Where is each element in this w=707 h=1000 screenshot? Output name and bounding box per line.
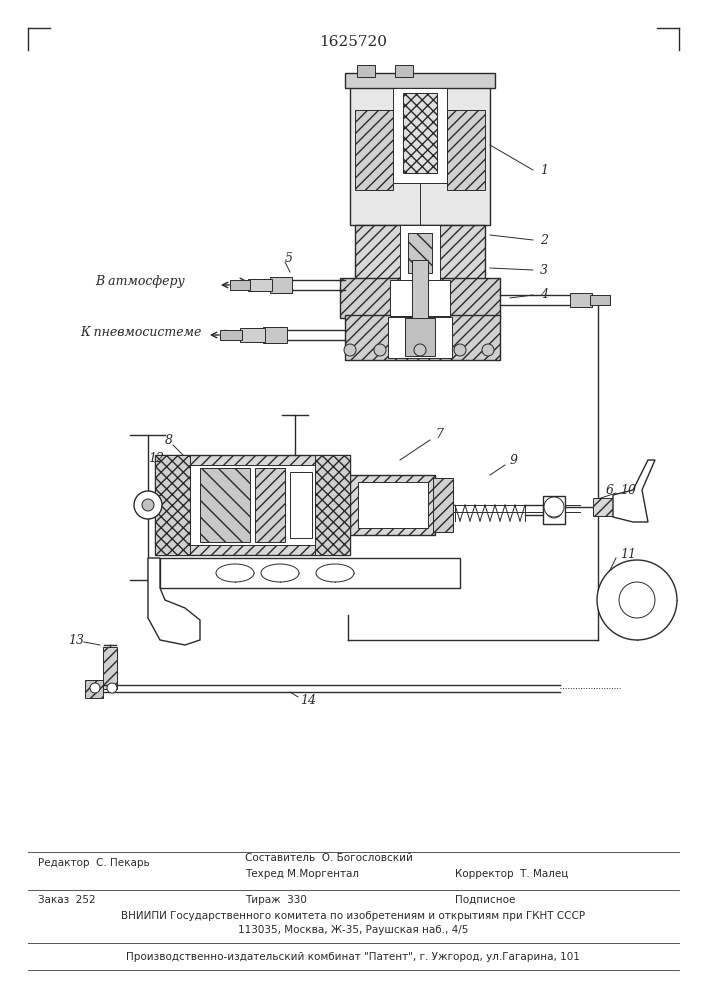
Bar [170,465,335,545]
Bar [350,80,490,225]
Circle shape [344,344,356,356]
Circle shape [544,497,564,517]
Bar [433,478,453,532]
Circle shape [619,582,655,618]
Bar [408,233,432,273]
Bar [350,475,435,535]
Text: 12: 12 [148,452,164,464]
Bar [85,680,103,698]
Text: Производственно-издательский комбинат "Патент", г. Ужгород, ул.Гагарина, 101: Производственно-издательский комбинат "П… [126,952,580,962]
Bar [230,280,250,290]
Bar [103,647,117,689]
Polygon shape [148,558,200,645]
Bar [403,93,437,173]
Circle shape [107,683,117,693]
Bar [340,278,500,318]
Bar [345,315,500,360]
Text: 10: 10 [620,484,636,496]
Bar [412,260,428,320]
Bar [155,455,350,555]
Bar [200,468,250,542]
Bar [255,468,285,542]
Text: 2: 2 [540,233,548,246]
Circle shape [134,491,162,519]
Text: 3: 3 [540,263,548,276]
Circle shape [546,502,562,518]
Text: В атмосферу: В атмосферу [95,274,185,288]
Text: К пневмосистеме: К пневмосистеме [80,326,201,340]
Circle shape [454,344,466,356]
Text: Составитель  О. Богословский: Составитель О. Богословский [245,853,413,863]
Ellipse shape [261,564,299,582]
Bar [240,328,265,342]
Bar [160,558,460,588]
Circle shape [90,683,100,693]
Text: 1625720: 1625720 [319,35,387,49]
Text: Тираж  330: Тираж 330 [245,895,307,905]
Bar [358,482,428,528]
Text: 7: 7 [435,428,443,442]
Text: Редактор  С. Пекарь: Редактор С. Пекарь [38,858,150,868]
Bar [315,455,350,555]
Ellipse shape [316,564,354,582]
Bar [270,277,292,293]
Text: 14: 14 [300,694,316,706]
Bar [447,110,485,190]
Polygon shape [613,460,655,522]
Bar [395,65,413,77]
Bar [220,330,242,340]
Bar [355,110,393,190]
Text: 4: 4 [540,288,548,302]
Bar [355,225,485,280]
Text: 5: 5 [285,251,293,264]
Text: Корректор  Т. Малец: Корректор Т. Малец [455,869,568,879]
Text: Заказ  252: Заказ 252 [38,895,95,905]
Bar [290,472,312,538]
Bar [390,280,450,316]
Bar [570,293,592,307]
Text: 11: 11 [620,548,636,562]
Bar [357,65,375,77]
Bar [593,498,618,516]
Text: 6: 6 [606,484,614,496]
Bar [400,225,440,280]
Circle shape [374,344,386,356]
Bar [388,317,452,358]
Circle shape [597,560,677,640]
Text: Техред М.Моргентал: Техред М.Моргентал [245,869,359,879]
Text: 113035, Москва, Ж-35, Раушская наб., 4/5: 113035, Москва, Ж-35, Раушская наб., 4/5 [238,925,468,935]
Bar [345,73,495,88]
Bar [155,455,190,555]
Bar [405,318,435,356]
Bar [590,295,610,305]
Circle shape [142,499,154,511]
Bar [248,279,272,291]
Circle shape [482,344,494,356]
Bar [543,496,565,524]
Text: 13: 13 [68,634,84,647]
Ellipse shape [216,564,254,582]
Text: 8: 8 [165,434,173,446]
Circle shape [414,344,426,356]
Bar [263,327,287,343]
Text: 9: 9 [510,454,518,466]
Text: ВНИИПИ Государственного комитета по изобретениям и открытиям при ГКНТ СССР: ВНИИПИ Государственного комитета по изоб… [121,911,585,921]
Text: Подписное: Подписное [455,895,515,905]
Text: 1: 1 [540,163,548,176]
Bar [393,88,447,183]
